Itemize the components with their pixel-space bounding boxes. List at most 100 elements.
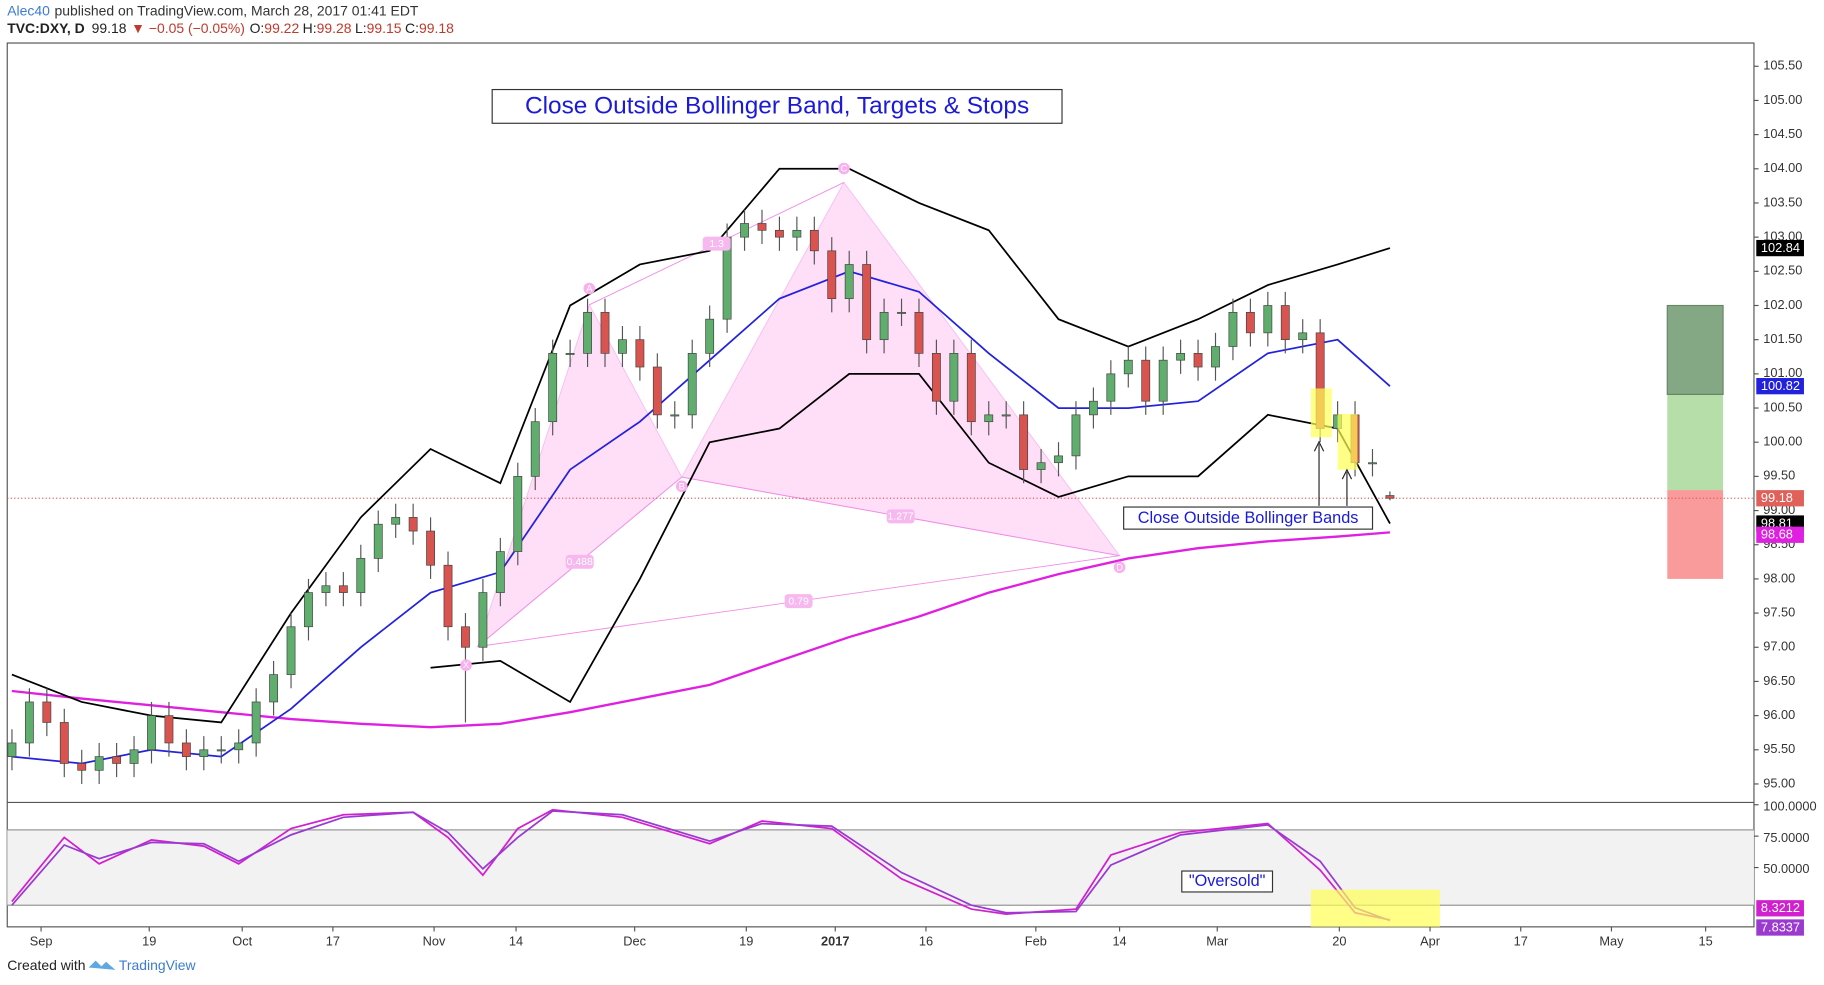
y-tick-label: 95.50 [1763, 741, 1795, 756]
candle-body [583, 311, 592, 354]
pattern-point-label: D [1116, 562, 1123, 572]
bollinger-upper [11, 167, 1391, 724]
highlight [1337, 414, 1358, 470]
price-badge [1756, 526, 1804, 543]
candle-body [286, 626, 296, 675]
candle-body [548, 352, 558, 423]
candle-body [1211, 346, 1220, 368]
candle-body [321, 585, 331, 593]
price-badge-label: 7.8337 [1761, 919, 1800, 934]
title-box [491, 88, 1063, 124]
author[interactable]: Alec40 [7, 2, 50, 18]
y-tick-label: 105.00 [1763, 92, 1802, 107]
candle-body [809, 229, 819, 252]
x-tick-label: Mar [1206, 933, 1229, 948]
candle-body [949, 352, 959, 402]
candle-body [1193, 352, 1203, 368]
price-badge-label: 100.82 [1761, 378, 1800, 393]
candle-body [984, 414, 994, 423]
pattern-ratio: 0.79 [788, 596, 809, 607]
pattern-ratio: 1.277 [888, 512, 914, 523]
symbol-line: TVC:DXY, D 99.18 ▼ −0.05 (−0.05%) O:99.22 H:… [7, 20, 454, 36]
x-tick-label: 20 [1332, 933, 1346, 948]
candle-body [199, 749, 209, 757]
candle-body [1088, 400, 1098, 416]
candle-body [408, 517, 418, 532]
x-tick-label: 2017 [821, 933, 849, 948]
pattern-ratio-bg [702, 236, 731, 251]
x-tick-label: 16 [919, 933, 933, 948]
candle-body [670, 414, 680, 417]
candle-body [740, 223, 749, 238]
pattern-ratio-bg [565, 554, 594, 569]
x-tick-label: Sep [30, 933, 53, 948]
x-tick-label: 14 [509, 933, 523, 948]
ohlc-label: H: [303, 20, 317, 36]
x-tick-label: May [1599, 933, 1624, 948]
candle-body [77, 763, 87, 771]
candle-body [1071, 414, 1081, 457]
y-tick-label: 102.50 [1763, 263, 1802, 278]
last: 99.18 [92, 20, 127, 36]
footer-brand[interactable]: TradingView [119, 957, 197, 973]
pattern-ratio-bg [886, 509, 915, 524]
annotation: "Oversold" [1189, 872, 1266, 890]
candle-body [1019, 414, 1029, 470]
ohlc-label: C: [405, 20, 419, 36]
candle-body [373, 523, 383, 559]
footer-text: Created with [7, 957, 85, 973]
y-tick-label: 100.00 [1763, 434, 1802, 449]
ohlc-value: 99.22 [264, 20, 299, 36]
candle-body [1106, 373, 1116, 402]
candle-body [1141, 359, 1151, 402]
candle-body [600, 311, 610, 354]
y-tick-label: 101.00 [1763, 365, 1802, 380]
candle-body [1263, 305, 1273, 334]
candle-body [356, 558, 366, 593]
candle-body [164, 715, 174, 744]
ohlc-value: 99.18 [419, 20, 454, 36]
candle-body [1001, 414, 1011, 417]
x-tick-label: 15 [1699, 933, 1713, 948]
sma-line [11, 531, 1391, 729]
candle-body [1176, 352, 1186, 361]
candle-body [234, 742, 244, 751]
main-layer [7, 167, 1395, 922]
y-tick-label: 96.50 [1763, 673, 1795, 688]
candle-body [59, 722, 69, 764]
stoch-line [11, 810, 1391, 922]
annotation-box [1181, 870, 1274, 893]
pattern-point [583, 282, 596, 295]
candle-body [966, 352, 976, 423]
pattern-point-label: A [586, 284, 593, 294]
candle-body [269, 674, 279, 703]
candle-body [827, 250, 837, 300]
x-tick-label: 14 [1112, 933, 1126, 948]
ohlc-value: 99.28 [317, 20, 352, 36]
price-badge [1756, 378, 1804, 395]
annotation: Close Outside Bollinger Bands [1138, 509, 1359, 527]
candle-body [1123, 359, 1133, 375]
target-zone [1666, 304, 1724, 395]
candle-body [897, 311, 906, 314]
pattern-ratio: 0.488 [567, 557, 593, 568]
candle-body [618, 339, 627, 354]
x-tick-label: 19 [739, 933, 753, 948]
y-tick-label: 96.00 [1763, 707, 1795, 722]
price-badge-label: 102.84 [1761, 240, 1800, 255]
symbol: TVC:DXY, D [7, 20, 84, 36]
x-tick-label: 17 [1514, 933, 1528, 948]
candle-body [338, 585, 348, 593]
candle-body [24, 701, 34, 744]
candle-body [1245, 311, 1255, 334]
candle-body [7, 742, 17, 757]
candle-body [112, 756, 122, 764]
x-tick-label: Nov [423, 933, 446, 948]
candle-body [792, 229, 802, 238]
published: published on TradingView.com, March 28, … [55, 2, 419, 18]
candle-body [705, 318, 715, 354]
candle-body [1368, 462, 1377, 465]
ohlc-value: 99.15 [367, 20, 402, 36]
candle-body [181, 742, 191, 757]
